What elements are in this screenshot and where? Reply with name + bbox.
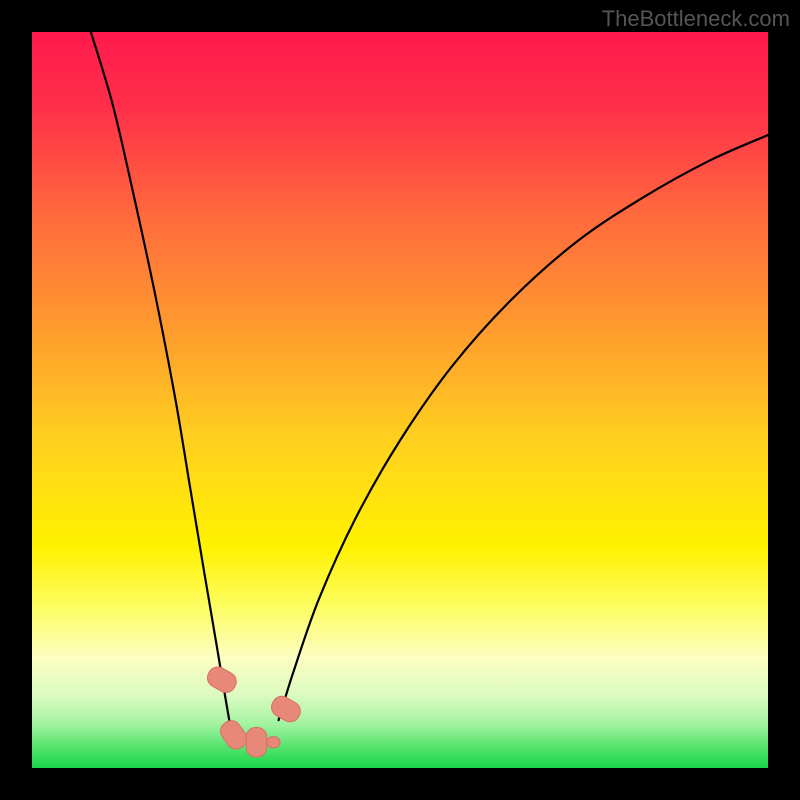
watermark-text: TheBottleneck.com	[602, 6, 790, 32]
marker-stub	[267, 737, 280, 748]
bottleneck-chart	[0, 0, 800, 800]
gradient-background	[32, 32, 768, 768]
chart-container: TheBottleneck.com	[0, 0, 800, 800]
marker-capsule	[246, 728, 267, 757]
